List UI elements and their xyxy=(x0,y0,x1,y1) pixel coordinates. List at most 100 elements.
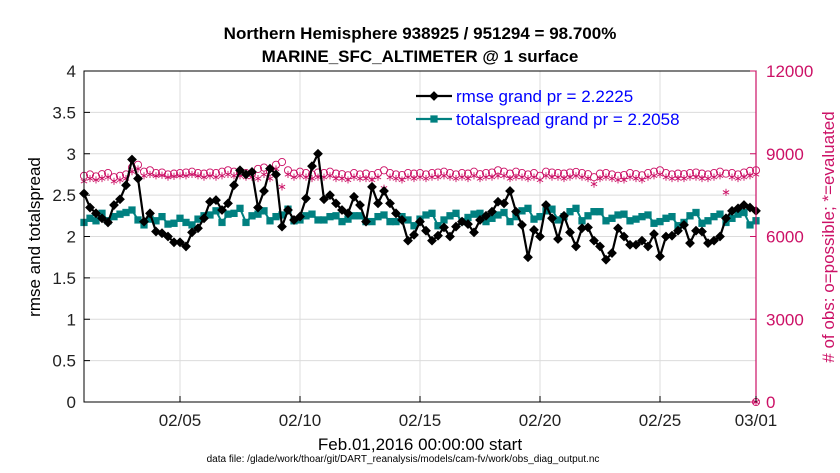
data-point-rmse xyxy=(409,229,419,240)
data-point-rmse xyxy=(667,230,677,241)
data-point-rmse xyxy=(721,213,731,224)
data-point-obs-evaluated xyxy=(704,174,712,183)
data-point-spread xyxy=(380,211,388,219)
data-point-spread xyxy=(158,212,166,221)
data-point-rmse xyxy=(325,190,335,201)
data-point-obs-evaluated xyxy=(194,172,202,180)
data-point-obs-evaluated xyxy=(344,176,352,184)
data-point-obs-evaluated xyxy=(668,174,676,183)
data-point-rmse xyxy=(391,208,401,219)
data-point-obs-evaluated xyxy=(104,173,112,181)
data-point-obs-evaluated xyxy=(488,173,496,181)
asterisk-stroke xyxy=(482,175,490,180)
data-point-rmse xyxy=(349,191,359,202)
asterisk-stroke xyxy=(578,175,586,180)
asterisk-stroke xyxy=(410,176,418,181)
data-point-obs-evaluated xyxy=(290,173,298,181)
data-point-rmse xyxy=(715,231,725,242)
data-point-rmse xyxy=(259,186,269,196)
data-point-obs-evaluated xyxy=(152,172,160,180)
asterisk-stroke xyxy=(368,177,376,183)
data-point-obs-evaluated xyxy=(596,174,604,183)
legend-marker-rmse xyxy=(429,91,439,101)
data-point-rmse xyxy=(451,221,461,232)
data-point-obs-evaluated xyxy=(422,174,430,183)
asterisk-stroke xyxy=(524,176,532,181)
asterisk-stroke xyxy=(398,177,406,183)
data-point-obs-evaluated xyxy=(500,172,508,180)
data-point-spread xyxy=(668,212,676,221)
data-point-obs-evaluated xyxy=(650,172,658,180)
data-point-rmse xyxy=(487,206,497,217)
data-point-obs-evaluated xyxy=(374,173,382,181)
data-point-rmse xyxy=(361,216,371,227)
data-point-rmse xyxy=(679,220,689,230)
asterisk-stroke xyxy=(140,173,148,179)
data-point-rmse xyxy=(367,181,377,192)
data-point-spread xyxy=(176,214,184,222)
asterisk-stroke xyxy=(740,175,748,180)
asterisk-stroke xyxy=(290,175,298,180)
data-point-rmse xyxy=(343,208,353,219)
data-point-rmse xyxy=(673,225,683,236)
legend-label-rmse: rmse grand pr = 2.2225 xyxy=(456,87,633,106)
data-point-obs-evaluated xyxy=(110,177,118,185)
asterisk-stroke xyxy=(206,173,214,179)
data-point-obs-evaluated xyxy=(92,176,100,184)
data-point-obs-evaluated xyxy=(170,172,178,180)
asterisk-stroke xyxy=(350,175,358,180)
data-point-obs-evaluated xyxy=(602,173,610,181)
asterisk-stroke xyxy=(704,176,712,181)
data-point-rmse xyxy=(553,234,563,244)
data-point-rmse xyxy=(373,198,383,209)
data-point-obs-evaluated xyxy=(590,180,598,188)
asterisk-stroke xyxy=(260,172,268,177)
data-point-rmse xyxy=(469,227,479,238)
y-tick-label-left: 0.5 xyxy=(52,352,76,371)
asterisk-stroke xyxy=(170,174,178,179)
asterisk-stroke xyxy=(560,176,568,181)
data-point-obs-evaluated xyxy=(494,172,502,180)
data-point-obs-evaluated xyxy=(302,173,310,181)
data-point-obs-evaluated xyxy=(482,173,490,181)
data-point-obs-possible xyxy=(277,157,287,167)
data-point-rmse xyxy=(247,167,257,177)
data-point-obs-evaluated xyxy=(398,176,406,184)
asterisk-stroke xyxy=(404,175,412,180)
legend: rmse grand pr = 2.2225 totalspread grand … xyxy=(416,87,680,129)
data-point-rmse xyxy=(313,148,323,159)
x-tick-label: 02/05 xyxy=(159,411,202,430)
data-point-obs-evaluated xyxy=(614,176,622,184)
asterisk-stroke xyxy=(326,173,334,179)
asterisk-stroke xyxy=(644,175,652,180)
data-point-spread xyxy=(128,206,136,214)
asterisk-stroke xyxy=(746,173,754,179)
data-point-rmse xyxy=(187,227,197,238)
data-point-rmse xyxy=(649,229,659,239)
chart-title-line2: MARINE_SFC_ALTIMETER @ 1 surface xyxy=(262,47,579,66)
asterisk-stroke xyxy=(512,175,520,180)
data-point-rmse xyxy=(109,200,119,210)
data-point-obs-evaluated xyxy=(356,174,364,183)
data-point-rmse xyxy=(271,169,281,180)
asterisk-stroke xyxy=(488,175,496,180)
data-point-obs-evaluated xyxy=(434,173,442,181)
data-point-obs-evaluated xyxy=(566,173,574,181)
data-point-obs-evaluated xyxy=(386,173,394,181)
data-point-obs-evaluated xyxy=(146,170,154,179)
asterisk-stroke xyxy=(734,176,742,181)
data-point-rmse xyxy=(631,239,641,250)
data-point-obs-evaluated xyxy=(458,173,466,181)
asterisk-stroke xyxy=(440,173,448,179)
data-point-spread xyxy=(428,209,436,217)
asterisk-stroke xyxy=(182,173,190,179)
asterisk-stroke xyxy=(572,173,580,179)
data-point-rmse xyxy=(685,238,695,249)
data-point-rmse xyxy=(199,213,209,224)
data-point-spread xyxy=(230,209,238,217)
data-point-obs-evaluated xyxy=(392,174,400,183)
asterisk-stroke xyxy=(116,177,124,183)
asterisk-stroke xyxy=(374,175,382,180)
data-point-rmse xyxy=(415,216,425,227)
